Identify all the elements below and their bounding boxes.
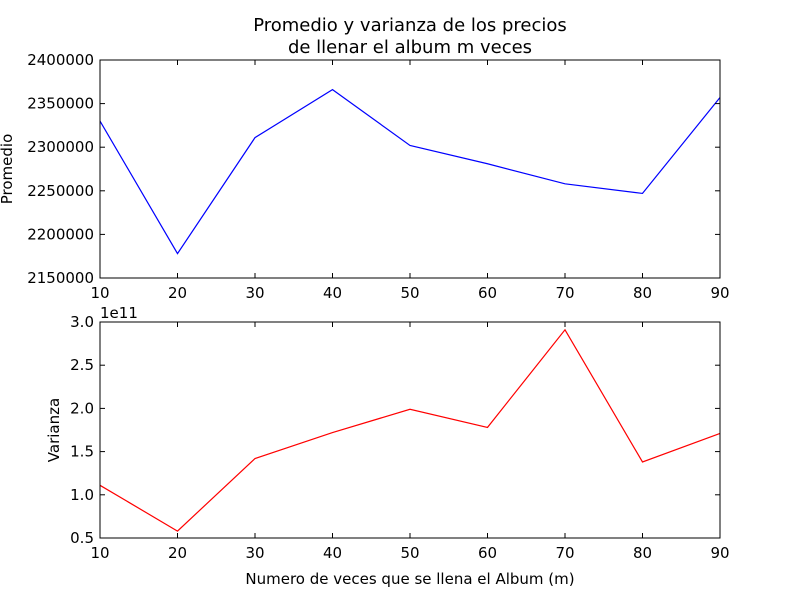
variance-y-tick-label: 0.5 [70,529,94,547]
variance-y-tick-label: 1.0 [70,486,94,504]
mean-price-y-tick-label: 2300000 [27,138,94,156]
variance-plot-frame [99,321,721,539]
mean-price-x-tick-label: 20 [168,284,187,302]
variance-ticks: 10 20 30 40 50 60 70 80 90 0.5 1.0 1.5 2.0 2.5 3.0 [70,313,729,562]
mean-price-x-tick-label: 90 [710,284,729,302]
variance-x-tick-label: 10 [90,544,109,562]
mean-price-x-tick-label: 40 [323,284,342,302]
variance-series-line-0 [99,328,721,532]
variance-y-axis-label: Varianza [45,398,63,462]
variance-y-tick-label: 3.0 [70,313,94,331]
mean-price-y-axis-label: Promedio [0,134,16,205]
variance-x-tick-label: 20 [168,544,187,562]
variance-x-tick-label: 80 [633,544,652,562]
variance-y-offset-label: 1e11 [100,304,138,322]
mean-price-y-tick-label: 2350000 [27,95,94,113]
mean-price-y-tick-label: 2250000 [27,182,94,200]
variance-x-tick-label: 40 [323,544,342,562]
chart-title-line-1: Promedio y varianza de los precios [253,15,567,36]
x-axis-label: Numero de veces que se llena el Album (m… [245,570,574,588]
mean-price-y-tick-label: 2400000 [27,51,94,69]
mean-price-x-tick-label: 80 [633,284,652,302]
mean-price-x-tick-label: 60 [478,284,497,302]
variance-y-tick-label: 2.5 [70,356,94,374]
variance-x-tick-label: 30 [245,544,264,562]
mean-price-x-tick-label: 70 [555,284,574,302]
mean-price-marks [99,88,721,255]
variance-x-tick-label: 60 [478,544,497,562]
variance-marks [99,328,721,532]
variance-x-tick-label: 90 [710,544,729,562]
variance-plot: 10 20 30 40 50 60 70 80 90 0.5 1.0 1.5 2.0 2.5 3.0 1e1… [45,304,730,588]
mean-price-x-tick-label: 30 [245,284,264,302]
mean-price-x-tick-label: 10 [90,284,109,302]
chart-title-line-2: de llenar el album m veces [288,37,532,58]
mean-price-series-line-0 [99,88,721,255]
mean-price-plot: 10 20 30 40 50 60 70 80 90 2150000 2200000 2250000 2… [0,51,730,302]
mean-price-ticks: 10 20 30 40 50 60 70 80 90 2150000 2200000 2250000 2… [27,51,729,302]
mean-price-x-tick-label: 50 [400,284,419,302]
variance-x-tick-label: 70 [555,544,574,562]
mean-price-y-tick-label: 2150000 [27,269,94,287]
variance-y-tick-label: 2.0 [70,399,94,417]
variance-x-tick-label: 50 [400,544,419,562]
variance-y-tick-label: 1.5 [70,443,94,461]
mean-price-plot-frame [99,59,721,279]
mean-price-y-tick-label: 2200000 [27,225,94,243]
